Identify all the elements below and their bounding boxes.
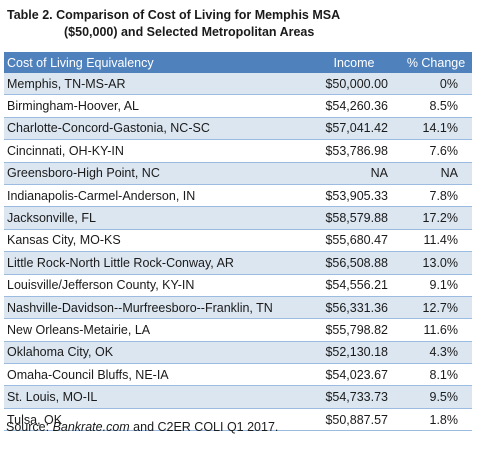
cell-change: 13.0% bbox=[400, 251, 472, 275]
cell-area: Greensboro-High Point, NC bbox=[4, 162, 308, 185]
source-note: Source: Bankrate.com and C2ER COLI Q1 20… bbox=[6, 420, 278, 434]
table-body: Memphis, TN-MS-AR $50,000.00 0% Birmingham-… bbox=[4, 73, 472, 432]
cell-income: $50,887.57 bbox=[308, 408, 400, 432]
cell-income: $54,733.73 bbox=[308, 385, 400, 409]
header-area: Cost of Living Equivalency bbox=[4, 52, 308, 73]
cell-area: Cincinnati, OH-KY-IN bbox=[4, 139, 308, 163]
cell-area: Kansas City, MO-KS bbox=[4, 229, 308, 253]
header-income: Income bbox=[308, 52, 400, 73]
cell-change: 7.8% bbox=[400, 184, 472, 208]
table-row: Jacksonville, FL $58,579.88 17.2% bbox=[4, 206, 472, 230]
cell-change: NA bbox=[400, 162, 472, 185]
title-line-2: ($50,000) and Selected Metropolitan Area… bbox=[64, 25, 315, 39]
cell-change: 1.8% bbox=[400, 408, 472, 432]
cell-change: 14.1% bbox=[400, 117, 472, 141]
cell-change: 12.7% bbox=[400, 296, 472, 320]
cell-income: $56,508.88 bbox=[308, 251, 400, 275]
table-row: Omaha-Council Bluffs, NE-IA $54,023.67 8.1… bbox=[4, 363, 472, 387]
cell-change: 11.4% bbox=[400, 229, 472, 253]
table-row: Indianapolis-Carmel-Anderson, IN $53,905.… bbox=[4, 184, 472, 208]
table-row: Kansas City, MO-KS $55,680.47 11.4% bbox=[4, 229, 472, 253]
cell-area: Nashville-Davidson--Murfreesboro--Frankl… bbox=[4, 296, 308, 320]
cell-area: Oklahoma City, OK bbox=[4, 341, 308, 365]
cell-area: Jacksonville, FL bbox=[4, 206, 308, 230]
table-row: Oklahoma City, OK $52,130.18 4.3% bbox=[4, 341, 472, 365]
cost-of-living-table: Cost of Living Equivalency Income % Chan… bbox=[4, 52, 472, 432]
source-prefix: Source: bbox=[6, 420, 53, 434]
table-row: Birmingham-Hoover, AL $54,260.36 8.5% bbox=[4, 94, 472, 118]
cell-income: $50,000.00 bbox=[308, 73, 400, 96]
cell-income: NA bbox=[308, 162, 400, 185]
table-row: St. Louis, MO-IL $54,733.73 9.5% bbox=[4, 385, 472, 409]
cell-income: $53,905.33 bbox=[308, 184, 400, 208]
cell-area: Birmingham-Hoover, AL bbox=[4, 94, 308, 118]
cell-change: 17.2% bbox=[400, 206, 472, 230]
source-suffix: and C2ER COLI Q1 2017. bbox=[129, 420, 279, 434]
table-row: Greensboro-High Point, NC NA NA bbox=[4, 162, 472, 185]
table-row: Nashville-Davidson--Murfreesboro--Frankl… bbox=[4, 296, 472, 320]
table-row: New Orleans-Metairie, LA $55,798.82 11.6% bbox=[4, 318, 472, 342]
cell-change: 4.3% bbox=[400, 341, 472, 365]
cell-area: New Orleans-Metairie, LA bbox=[4, 318, 308, 342]
cell-change: 9.5% bbox=[400, 385, 472, 409]
table-row: Cincinnati, OH-KY-IN $53,786.98 7.6% bbox=[4, 139, 472, 163]
cell-change: 8.1% bbox=[400, 363, 472, 387]
table-row: Louisville/Jefferson County, KY-IN $54,55… bbox=[4, 274, 472, 297]
table-title: Table 2. Comparison of Cost of Living fo… bbox=[7, 7, 477, 41]
cell-income: $54,556.21 bbox=[308, 274, 400, 297]
cell-change: 7.6% bbox=[400, 139, 472, 163]
cell-change: 0% bbox=[400, 73, 472, 96]
cell-income: $54,023.67 bbox=[308, 363, 400, 387]
cell-change: 9.1% bbox=[400, 274, 472, 297]
cell-income: $57,041.42 bbox=[308, 117, 400, 141]
table-row: Tulsa, OK $50,887.57 1.8% bbox=[4, 408, 472, 432]
source-site: Bankrate.com bbox=[52, 420, 130, 434]
table-row: Charlotte-Concord-Gastonia, NC-SC $57,041… bbox=[4, 117, 472, 141]
cell-area: Indianapolis-Carmel-Anderson, IN bbox=[4, 184, 308, 208]
table-row: Memphis, TN-MS-AR $50,000.00 0% bbox=[4, 73, 472, 96]
cell-income: $55,680.47 bbox=[308, 229, 400, 253]
cell-income: $55,798.82 bbox=[308, 318, 400, 342]
cell-area: St. Louis, MO-IL bbox=[4, 385, 308, 409]
table-row: Little Rock-North Little Rock-Conway, AR… bbox=[4, 251, 472, 275]
header-change: % Change bbox=[400, 52, 472, 73]
cell-area: Memphis, TN-MS-AR bbox=[4, 73, 308, 96]
cell-area: Little Rock-North Little Rock-Conway, AR bbox=[4, 251, 308, 275]
cell-area: Louisville/Jefferson County, KY-IN bbox=[4, 274, 308, 297]
cell-change: 8.5% bbox=[400, 94, 472, 118]
header-row: Cost of Living Equivalency Income % Chan… bbox=[4, 52, 472, 73]
cell-change: 11.6% bbox=[400, 318, 472, 342]
cell-income: $53,786.98 bbox=[308, 139, 400, 163]
title-line-1: Table 2. Comparison of Cost of Living fo… bbox=[7, 8, 341, 22]
cell-area: Charlotte-Concord-Gastonia, NC-SC bbox=[4, 117, 308, 141]
cell-income: $52,130.18 bbox=[308, 341, 400, 365]
cell-area: Omaha-Council Bluffs, NE-IA bbox=[4, 363, 308, 387]
cell-income: $54,260.36 bbox=[308, 94, 400, 118]
cell-income: $58,579.88 bbox=[308, 206, 400, 230]
cell-income: $56,331.36 bbox=[308, 296, 400, 320]
cell-area: Tulsa, OK bbox=[4, 408, 308, 432]
